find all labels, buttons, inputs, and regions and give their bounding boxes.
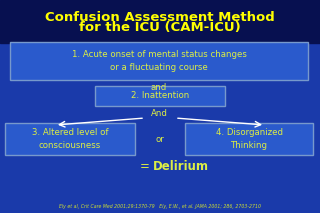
Text: 4. Disorganized
Thinking: 4. Disorganized Thinking	[215, 128, 283, 150]
Text: 2. Inattention: 2. Inattention	[131, 92, 189, 101]
FancyBboxPatch shape	[185, 123, 313, 155]
FancyBboxPatch shape	[5, 123, 135, 155]
FancyBboxPatch shape	[95, 86, 225, 106]
Text: 3. Altered level of
consciousness: 3. Altered level of consciousness	[32, 128, 108, 150]
Bar	[0, 0, 320, 43]
Text: And: And	[151, 108, 167, 118]
Text: or: or	[156, 134, 164, 144]
Text: Ely et al, Crit Care Med 2001;29:1370-79   Ely, E.W., et al. JAMA 2001; 286, 270: Ely et al, Crit Care Med 2001;29:1370-79…	[59, 204, 261, 209]
Text: Delirium: Delirium	[153, 161, 209, 174]
Text: 1. Acute onset of mental status changes
or a fluctuating course: 1. Acute onset of mental status changes …	[72, 50, 246, 72]
Text: for the ICU (CAM-ICU): for the ICU (CAM-ICU)	[79, 21, 241, 34]
Text: =: =	[140, 161, 154, 174]
Text: Confusion Assessment Method: Confusion Assessment Method	[45, 11, 275, 24]
Text: and: and	[151, 82, 167, 92]
FancyBboxPatch shape	[10, 42, 308, 80]
